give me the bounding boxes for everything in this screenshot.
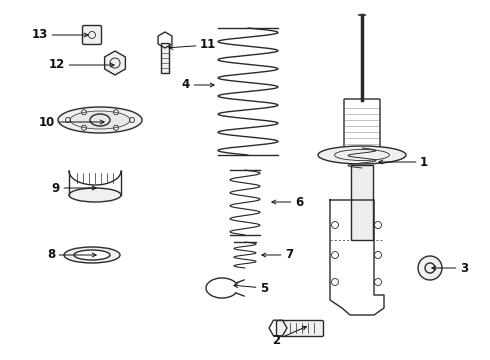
Text: 7: 7 <box>262 248 293 261</box>
Text: 4: 4 <box>182 78 214 91</box>
Ellipse shape <box>418 256 442 280</box>
Ellipse shape <box>318 146 406 164</box>
Text: 12: 12 <box>49 58 114 72</box>
Text: 11: 11 <box>169 39 216 51</box>
Text: 8: 8 <box>47 248 96 261</box>
Text: 2: 2 <box>272 327 306 346</box>
FancyBboxPatch shape <box>276 320 323 337</box>
FancyBboxPatch shape <box>82 26 101 45</box>
Ellipse shape <box>74 250 110 260</box>
Ellipse shape <box>58 107 142 133</box>
Ellipse shape <box>69 188 121 202</box>
Text: 1: 1 <box>379 156 428 168</box>
Text: 5: 5 <box>234 282 268 294</box>
Text: 3: 3 <box>432 261 468 274</box>
Ellipse shape <box>64 247 120 263</box>
Text: 10: 10 <box>39 116 104 129</box>
Ellipse shape <box>70 111 130 129</box>
Text: 13: 13 <box>32 28 88 41</box>
Bar <box>161 43 169 73</box>
Text: 9: 9 <box>52 181 96 194</box>
Text: 6: 6 <box>272 195 303 208</box>
Bar <box>351 165 373 240</box>
